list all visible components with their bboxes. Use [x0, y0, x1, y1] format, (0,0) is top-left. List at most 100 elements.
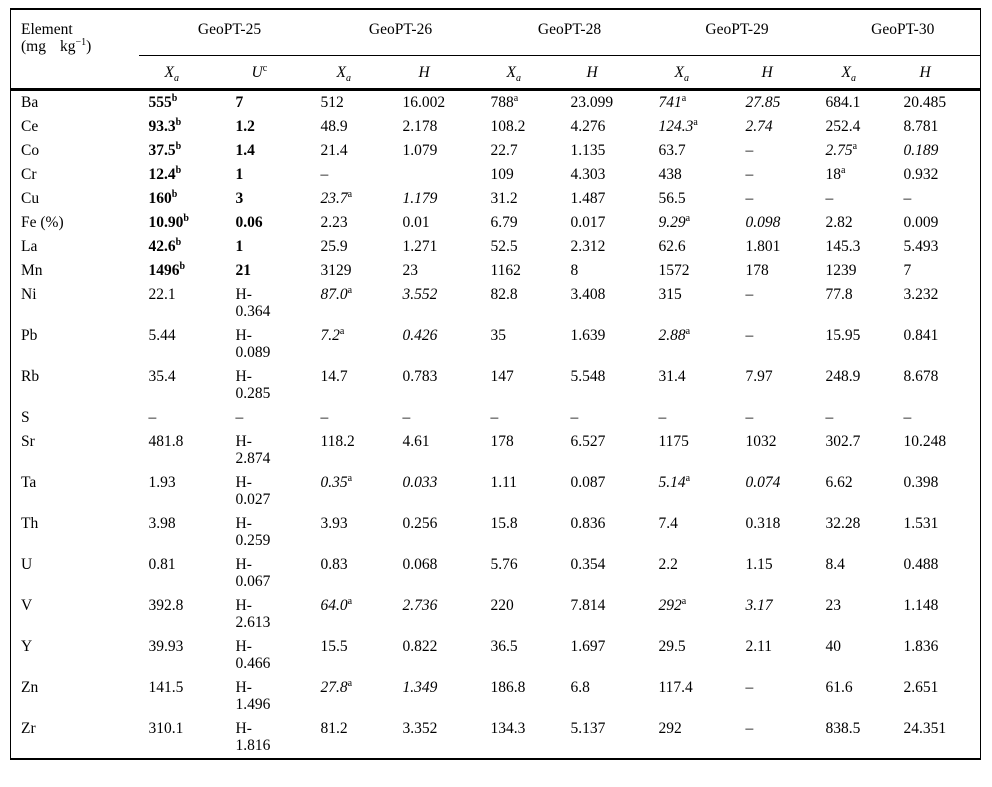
- cell-value: 2.88: [658, 326, 686, 344]
- cell-zr-geopt29-xa: 292: [649, 717, 736, 759]
- cell-value: –: [745, 141, 754, 159]
- cell-ba-geopt29-xa: 741a: [649, 89, 736, 115]
- cell-value: 93.3: [148, 117, 176, 135]
- cell-value: 0.783: [402, 367, 438, 385]
- cell-value: 1162: [490, 261, 521, 279]
- cell-cu-geopt26-xa: 23.7a: [311, 187, 393, 211]
- element-label-th: Th: [21, 514, 39, 532]
- table-row-s: S – – – – – – – – – –: [11, 406, 981, 430]
- cell-value: 3.232: [903, 285, 939, 303]
- cell-v-geopt30-h: 1.148: [894, 594, 981, 635]
- cell-zr-geopt30-xa: 838.5: [816, 717, 894, 759]
- cell-value: 81.2: [320, 719, 348, 737]
- table-row-co: Co 37.5b 1.4 21.4 1.079 22.7 1.135 63.7 – 2.75a 0.…: [11, 139, 981, 163]
- cell-mn-geopt30-xa: 1239: [816, 259, 894, 283]
- cell-rb-geopt30-xa: 248.9: [816, 365, 894, 406]
- subheader-geopt26-h: H: [418, 63, 430, 81]
- cell-mn-geopt26-h: 23: [393, 259, 481, 283]
- cell-value: 512: [320, 93, 344, 111]
- cell-value: 0.06: [235, 213, 263, 231]
- cell-value: 438: [658, 165, 682, 183]
- cell-mn-geopt26-xa: 3129: [311, 259, 393, 283]
- cell-value: 838.5: [825, 719, 861, 737]
- cell-mn-geopt29-h: 178: [736, 259, 816, 283]
- cell-cu-geopt29-h: –: [736, 187, 816, 211]
- cell-value: –: [745, 285, 754, 303]
- element-label-fe: Fe (%): [21, 213, 64, 231]
- cell-value: 21.4: [320, 141, 348, 159]
- cell-cu-geopt30-xa: –: [816, 187, 894, 211]
- cell-value: 0.836: [570, 514, 606, 532]
- cell-value: 186.8: [490, 678, 526, 696]
- cell-rb-geopt25-xa: 35.4: [139, 365, 226, 406]
- cell-ce-geopt29-xa: 124.3a: [649, 115, 736, 139]
- cell-value: 32.28: [825, 514, 861, 532]
- cell-ni-geopt28-xa: 82.8: [481, 283, 561, 324]
- element-label-co: Co: [21, 141, 40, 159]
- cell-value: H- 0.089: [235, 326, 271, 361]
- cell-value: 1.349: [402, 678, 438, 696]
- cell-fe-geopt29-h: 0.098: [736, 211, 816, 235]
- cell-value: 12.4: [148, 165, 176, 183]
- cell-ta-geopt29-h: 0.074: [736, 471, 816, 512]
- cell-value: H- 0.285: [235, 367, 271, 402]
- cell-la-geopt26-xa: 25.9: [311, 235, 393, 259]
- cell-cu-geopt25-xa: 160b: [139, 187, 226, 211]
- cell-rb-geopt26-xa: 14.7: [311, 365, 393, 406]
- cell-value: 8.781: [903, 117, 939, 135]
- cell-value: 0.488: [903, 555, 939, 573]
- element-label-sr: Sr: [21, 432, 35, 450]
- footnote-marker: a: [347, 284, 353, 296]
- table-row-zr: Zr 310.1 H- 1.816 81.2 3.352 134.3 5.137 292 – 83…: [11, 717, 981, 759]
- cell-value: 40: [825, 637, 842, 655]
- cell-ce-geopt29-h: 2.74: [736, 115, 816, 139]
- cell-zr-geopt29-h: –: [736, 717, 816, 759]
- cell-u-geopt25-u: H- 0.067: [226, 553, 311, 594]
- cell-pb-geopt25-xa: 5.44: [139, 324, 226, 365]
- subheader-geopt30-h: H: [919, 63, 931, 81]
- cell-ni-geopt25-u: H- 0.364: [226, 283, 311, 324]
- cell-value: 1.531: [903, 514, 939, 532]
- cell-value: 7.97: [745, 367, 773, 385]
- cell-value: H- 2.613: [235, 596, 271, 631]
- cell-s-geopt25-u: –: [226, 406, 311, 430]
- cell-value: 31.4: [658, 367, 686, 385]
- cell-fe-geopt30-h: 0.009: [894, 211, 981, 235]
- cell-cr-geopt26-h: [393, 163, 481, 187]
- cell-value: 22.1: [148, 285, 176, 303]
- table-row-la: La 42.6b 1 25.9 1.271 52.5 2.312 62.6 1.801 145.3…: [11, 235, 981, 259]
- cell-value: 20.485: [903, 93, 947, 111]
- cell-value: 23.7: [320, 189, 348, 207]
- cell-u-geopt25-xa: 0.81: [139, 553, 226, 594]
- cell-value: 52.5: [490, 237, 518, 255]
- cell-ni-geopt30-xa: 77.8: [816, 283, 894, 324]
- cell-value: 27.85: [745, 93, 781, 111]
- cell-ni-geopt28-h: 3.408: [561, 283, 649, 324]
- cell-ba-geopt30-xa: 684.1: [816, 89, 894, 115]
- cell-la-geopt28-h: 2.312: [561, 235, 649, 259]
- cell-value: 15.8: [490, 514, 518, 532]
- cell-u-geopt29-xa: 2.2: [649, 553, 736, 594]
- cell-value: 29.5: [658, 637, 686, 655]
- cell-y-geopt26-xa: 15.5: [311, 635, 393, 676]
- footnote-marker: a: [841, 164, 846, 176]
- cell-value: 64.0: [320, 596, 348, 614]
- footnote-marker: b: [171, 92, 178, 104]
- subheader-geopt26-xa: Xa: [336, 63, 351, 84]
- cell-la-geopt28-xa: 52.5: [481, 235, 561, 259]
- cell-ce-geopt28-xa: 108.2: [481, 115, 561, 139]
- cell-th-geopt25-u: H- 0.259: [226, 512, 311, 553]
- cell-la-geopt29-xa: 62.6: [649, 235, 736, 259]
- cell-value: 77.8: [825, 285, 853, 303]
- cell-value: 1.2: [235, 117, 255, 135]
- cell-value: 118.2: [320, 432, 355, 450]
- cell-value: –: [745, 678, 754, 696]
- subheader-geopt28-xa: Xa: [506, 63, 521, 84]
- cell-value: 1032: [745, 432, 777, 450]
- cell-s-geopt29-h: –: [736, 406, 816, 430]
- cell-value: –: [490, 408, 499, 426]
- cell-value: 788: [490, 93, 514, 111]
- cell-v-geopt25-xa: 392.8: [139, 594, 226, 635]
- cell-y-geopt28-xa: 36.5: [481, 635, 561, 676]
- cell-value: 0.256: [402, 514, 438, 532]
